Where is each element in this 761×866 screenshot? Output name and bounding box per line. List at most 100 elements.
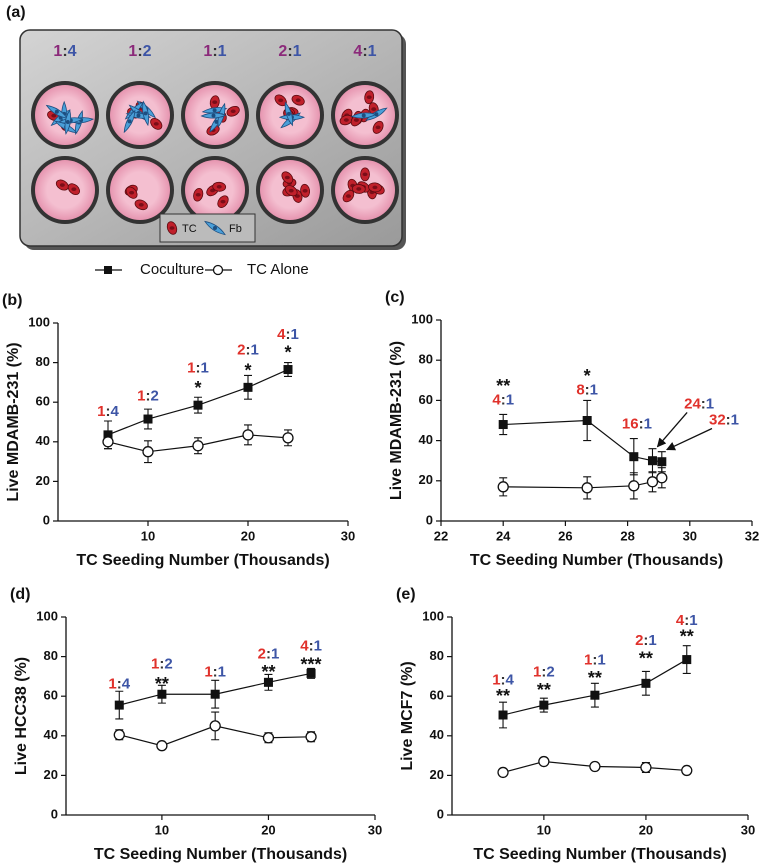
tc-nucleus bbox=[375, 125, 381, 130]
x-tick-label: 10 bbox=[537, 822, 551, 837]
y-tick-label: 40 bbox=[430, 727, 444, 742]
ratio-separator: : bbox=[196, 360, 201, 377]
ratio-tc: 32 bbox=[709, 411, 726, 428]
significance: ** bbox=[680, 627, 694, 647]
ratio-fb: 1 bbox=[251, 342, 259, 359]
ratio-fb: 1 bbox=[506, 391, 514, 408]
ratio-label: 2:1 bbox=[258, 646, 280, 663]
point bbox=[539, 700, 549, 710]
tc-nucleus bbox=[220, 199, 226, 204]
ratio-fb: 2 bbox=[143, 43, 152, 60]
point bbox=[193, 400, 203, 410]
fb-nucleus bbox=[65, 119, 70, 124]
ratio-separator: : bbox=[585, 381, 590, 398]
x-tick-label: 20 bbox=[639, 822, 653, 837]
ratio-fb: 1 bbox=[293, 43, 302, 60]
arrow bbox=[656, 411, 688, 448]
tc-nucleus bbox=[212, 100, 218, 104]
ratio-separator: : bbox=[106, 403, 111, 420]
ratio-label: 1:1 bbox=[584, 652, 606, 669]
ratio-tc: 1 bbox=[492, 671, 500, 688]
tc-nucleus bbox=[51, 113, 57, 118]
significance: ** bbox=[639, 648, 653, 668]
point bbox=[646, 476, 659, 488]
tc-nucleus bbox=[278, 98, 284, 103]
point bbox=[581, 482, 593, 494]
significance: ** bbox=[588, 668, 602, 688]
y-axis-label: Live MCF7 (%) bbox=[399, 661, 416, 770]
tc-nucleus bbox=[71, 187, 77, 191]
tc-nucleus bbox=[153, 122, 159, 126]
ratio-label: 4:1 bbox=[277, 326, 299, 343]
tc-nucleus bbox=[343, 118, 349, 122]
ratio-tc: 4 bbox=[492, 391, 501, 408]
point bbox=[192, 440, 204, 452]
tc-nucleus bbox=[372, 185, 378, 190]
ratio-label: 4:1 bbox=[353, 43, 376, 60]
ratio-tc: 1 bbox=[203, 43, 212, 60]
ratio-fb: 4 bbox=[506, 671, 515, 688]
tc-nucleus bbox=[345, 194, 351, 198]
y-tick-label: 0 bbox=[51, 806, 58, 821]
y-tick-label: 20 bbox=[430, 767, 444, 782]
ratio-separator: : bbox=[701, 395, 706, 412]
y-tick-label: 80 bbox=[44, 648, 58, 663]
ratio-tc: 4 bbox=[277, 326, 286, 343]
ratio-separator: : bbox=[213, 663, 218, 680]
ratio-tc: 1 bbox=[97, 403, 105, 420]
ratio-fb: 1 bbox=[368, 43, 377, 60]
point bbox=[143, 414, 153, 424]
ratio-label: 4:1 bbox=[300, 638, 322, 655]
point bbox=[305, 731, 317, 743]
ratio-separator: : bbox=[266, 646, 271, 663]
ratio-tc: 2 bbox=[258, 646, 266, 663]
point bbox=[243, 382, 253, 392]
y-tick-label: 100 bbox=[28, 314, 50, 329]
panel-label: (c) bbox=[385, 289, 405, 306]
point bbox=[656, 472, 668, 484]
ratio-separator: : bbox=[684, 612, 689, 629]
x-axis-label: TC Seeding Number (Thousands) bbox=[473, 846, 726, 863]
y-tick-label: 100 bbox=[422, 608, 444, 623]
fb-nucleus bbox=[143, 111, 148, 116]
panel-label: (b) bbox=[2, 292, 22, 309]
y-axis-label: Live HCC38 (%) bbox=[13, 657, 30, 775]
significance: ** bbox=[261, 662, 275, 682]
ratio-tc: 1 bbox=[204, 663, 212, 680]
y-tick-label: 60 bbox=[419, 392, 433, 407]
ratio-label: 1:4 bbox=[53, 43, 76, 60]
fb-nucleus bbox=[136, 113, 141, 118]
legend-marker bbox=[104, 266, 112, 274]
point bbox=[590, 690, 600, 700]
tc-nucleus bbox=[356, 187, 362, 191]
tc-nucleus bbox=[362, 172, 368, 177]
ratio-label: 16:1 bbox=[622, 415, 652, 432]
well bbox=[110, 160, 170, 220]
significance: ** bbox=[537, 680, 551, 700]
tc-nucleus bbox=[371, 107, 377, 111]
ratio-fb: 1 bbox=[644, 415, 652, 432]
x-tick-label: 30 bbox=[683, 528, 697, 543]
y-axis-label: Live MDAMB-231 (%) bbox=[388, 341, 405, 500]
y-tick-label: 0 bbox=[426, 512, 433, 527]
ratio-label: 4:1 bbox=[676, 612, 698, 629]
ratio-fb: 2 bbox=[151, 387, 159, 404]
x-tick-label: 32 bbox=[745, 528, 759, 543]
fb-nucleus bbox=[214, 119, 219, 124]
ratio-label: 2:1 bbox=[237, 342, 259, 359]
ratio-separator: : bbox=[287, 43, 292, 60]
point bbox=[102, 436, 114, 448]
y-tick-label: 100 bbox=[36, 608, 58, 623]
point bbox=[209, 720, 221, 732]
ratio-label: 1:1 bbox=[187, 360, 209, 377]
ratio-separator: : bbox=[639, 415, 644, 432]
significance: ** bbox=[496, 686, 510, 706]
ratio-separator: : bbox=[246, 342, 251, 359]
ratio-label: 8:1 bbox=[576, 381, 598, 398]
point bbox=[157, 689, 167, 699]
ratio-tc: 8 bbox=[576, 381, 584, 398]
x-tick-label: 28 bbox=[620, 528, 634, 543]
ratio-label: 1:4 bbox=[492, 671, 514, 688]
point bbox=[497, 481, 509, 493]
ratio-tc: 2 bbox=[237, 342, 245, 359]
